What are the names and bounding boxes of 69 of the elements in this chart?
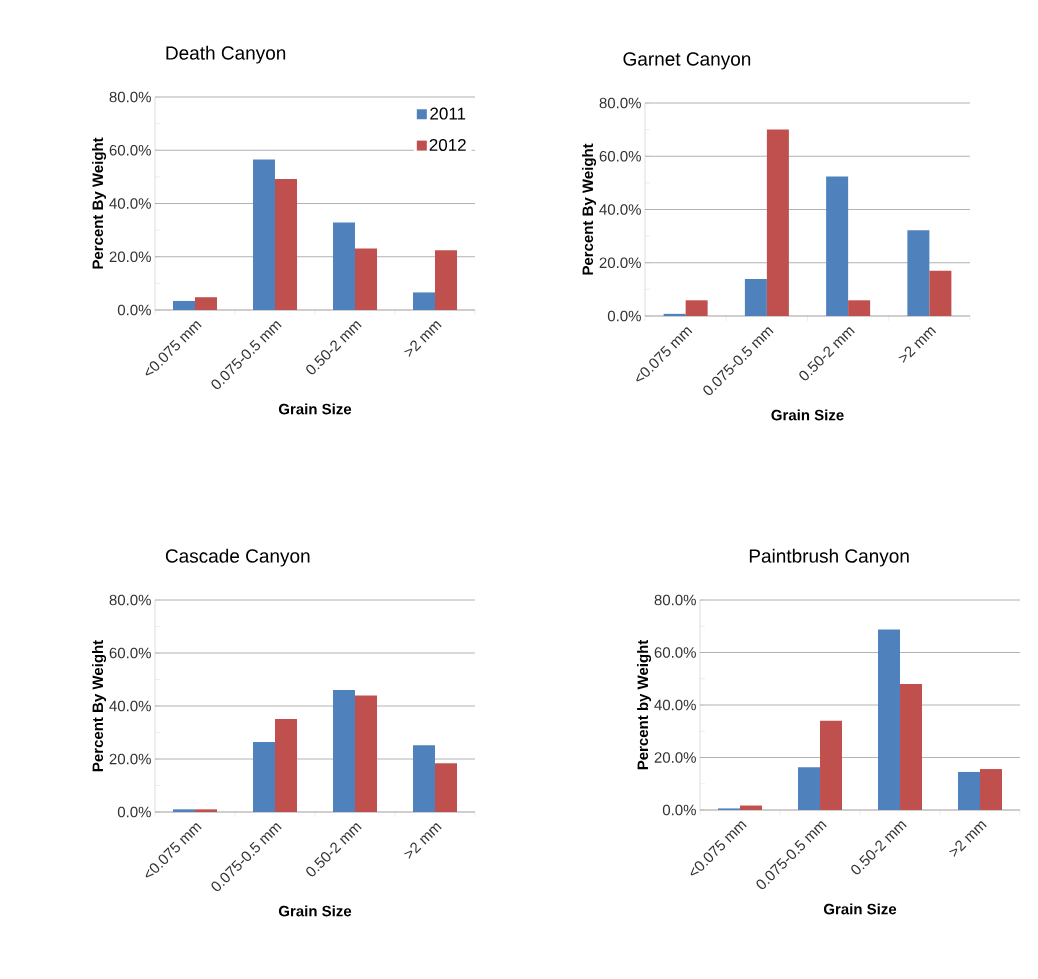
bar bbox=[958, 771, 981, 810]
y-tick-label: 0.0% bbox=[662, 804, 696, 816]
y-axis-title: Percent By Weight bbox=[92, 137, 107, 269]
x-tick-label: >2 mm bbox=[404, 321, 442, 357]
y-tick-label: 80.0% bbox=[109, 594, 151, 606]
x-axis-title: Grain Size bbox=[278, 403, 352, 415]
bar bbox=[413, 745, 435, 812]
y-tick-label: 40.0% bbox=[109, 198, 151, 209]
x-tick-label: >2 mm bbox=[949, 821, 987, 857]
bar bbox=[173, 300, 195, 310]
bar bbox=[355, 695, 377, 812]
bar bbox=[740, 805, 763, 810]
y-tick-label: 0.0% bbox=[607, 310, 641, 322]
bar bbox=[435, 250, 457, 310]
y-axis-title: Percent by Weight bbox=[637, 639, 652, 770]
bar bbox=[355, 248, 377, 310]
y-tick-label: 60.0% bbox=[109, 647, 151, 659]
bar bbox=[435, 763, 457, 812]
bar bbox=[907, 230, 930, 316]
bar bbox=[333, 222, 355, 310]
x-axis-title: Grain Size bbox=[771, 409, 844, 421]
bar bbox=[173, 809, 195, 812]
bar bbox=[253, 742, 275, 812]
y-tick-label: 0.0% bbox=[117, 806, 151, 818]
bar bbox=[766, 129, 789, 316]
bar bbox=[685, 300, 708, 316]
x-axis-title: Grain Size bbox=[278, 905, 352, 917]
chart-title: Paintbrush Canyon bbox=[749, 548, 909, 567]
bar bbox=[253, 159, 275, 310]
bar bbox=[826, 176, 849, 316]
bar bbox=[878, 629, 901, 810]
y-tick-label: 40.0% bbox=[109, 700, 151, 712]
bar bbox=[900, 684, 923, 810]
y-tick-label: 80.0% bbox=[599, 97, 641, 109]
bar bbox=[333, 690, 355, 812]
y-tick-label: 60.0% bbox=[109, 144, 151, 156]
x-tick-label: >2 mm bbox=[404, 823, 442, 859]
bar bbox=[820, 720, 843, 810]
chart-title: Death Canyon bbox=[166, 45, 286, 64]
bar bbox=[980, 769, 1003, 810]
y-axis-title: Percent By Weight bbox=[582, 143, 597, 275]
x-axis-title: Grain Size bbox=[823, 903, 897, 915]
y-axis-title: Percent By Weight bbox=[92, 640, 107, 772]
chart-title: Cascade Canyon bbox=[165, 548, 310, 567]
chart-title: Garnet Canyon bbox=[623, 52, 751, 70]
bar bbox=[663, 313, 686, 316]
y-tick-label: 40.0% bbox=[599, 204, 641, 215]
bar bbox=[195, 297, 217, 310]
y-tick-label: 20.0% bbox=[599, 257, 641, 269]
y-tick-label: 20.0% bbox=[109, 251, 151, 263]
bar bbox=[744, 278, 767, 316]
bar bbox=[848, 300, 871, 316]
bar bbox=[275, 718, 297, 812]
y-tick-label: 80.0% bbox=[654, 594, 696, 606]
y-tick-label: 0.0% bbox=[117, 304, 151, 316]
y-tick-label: 60.0% bbox=[599, 150, 641, 162]
bar bbox=[195, 809, 217, 812]
bar bbox=[798, 767, 821, 810]
y-tick-label: 60.0% bbox=[654, 647, 696, 658]
legend-label: 2011 bbox=[430, 107, 466, 120]
bar bbox=[929, 270, 952, 316]
x-tick-label: >2 mm bbox=[898, 327, 937, 363]
y-tick-label: 20.0% bbox=[654, 752, 696, 763]
y-tick-label: 20.0% bbox=[109, 753, 151, 765]
y-tick-label: 80.0% bbox=[109, 91, 151, 103]
legend-label: 2012 bbox=[429, 138, 466, 151]
bar bbox=[413, 292, 435, 310]
bar bbox=[275, 179, 297, 310]
y-tick-label: 40.0% bbox=[654, 699, 696, 711]
